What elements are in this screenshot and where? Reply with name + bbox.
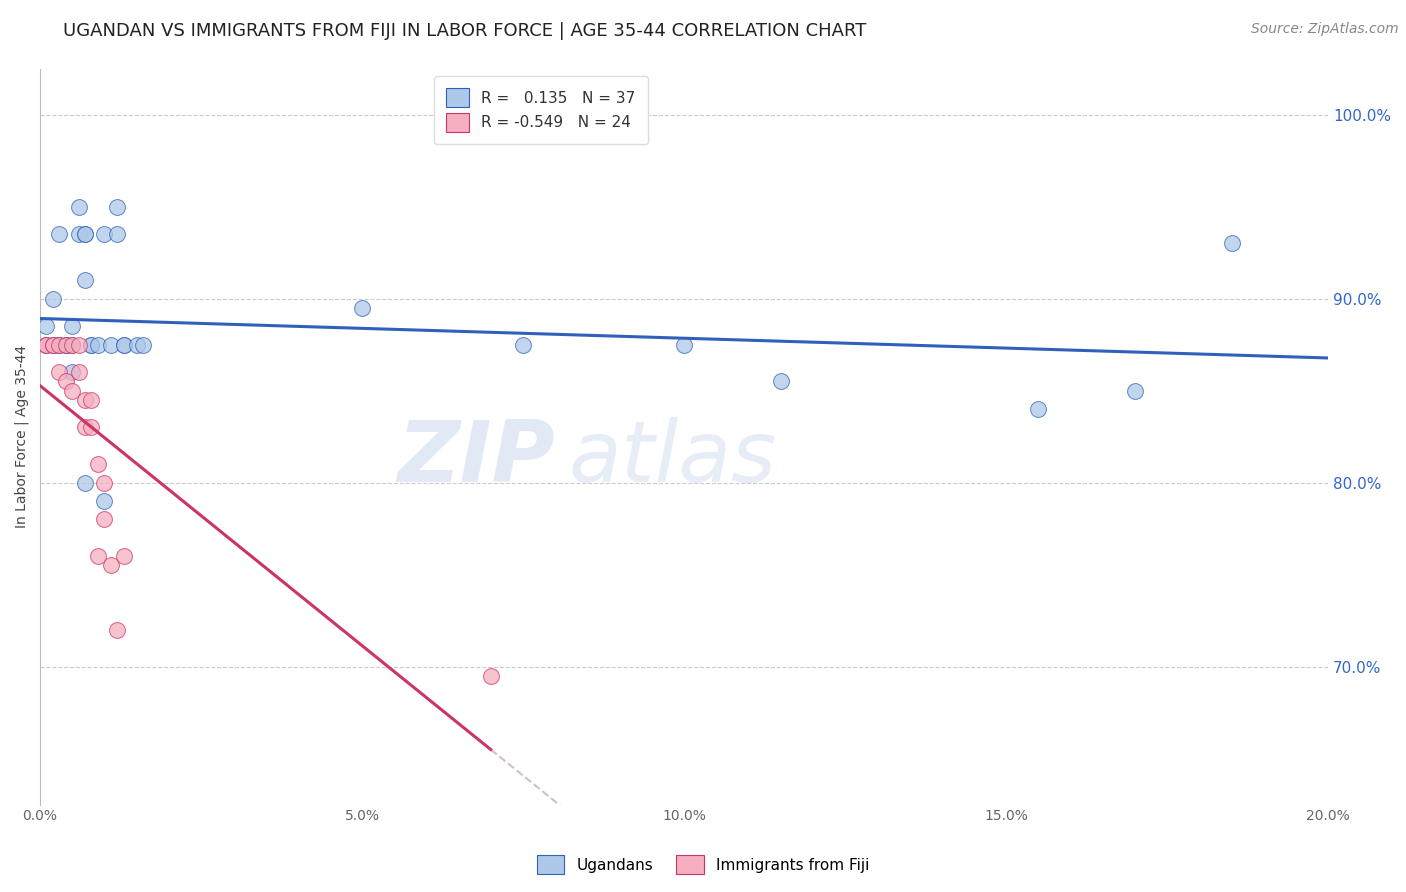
Point <box>80 420 103 434</box>
Point <box>67 200 90 214</box>
Point <box>48 365 70 379</box>
Point <box>73 273 96 287</box>
Point <box>67 227 90 241</box>
Point <box>48 337 70 351</box>
Point <box>67 337 90 351</box>
Point <box>42 337 65 351</box>
Point <box>93 512 115 526</box>
Point <box>55 337 77 351</box>
Point <box>105 623 128 637</box>
Y-axis label: In Labor Force | Age 35-44: In Labor Force | Age 35-44 <box>15 345 30 528</box>
Point <box>48 227 70 241</box>
Text: Source: ZipAtlas.com: Source: ZipAtlas.com <box>1251 22 1399 37</box>
Point <box>42 337 65 351</box>
Legend: Ugandans, Immigrants from Fiji: Ugandans, Immigrants from Fiji <box>530 849 876 880</box>
Point <box>35 337 58 351</box>
Text: ZIP: ZIP <box>398 417 555 500</box>
Point <box>1026 401 1049 416</box>
Point <box>112 337 135 351</box>
Point <box>42 292 65 306</box>
Point <box>93 475 115 490</box>
Point <box>673 337 696 351</box>
Point <box>80 337 103 351</box>
Text: atlas: atlas <box>568 417 776 500</box>
Point <box>67 365 90 379</box>
Point <box>1220 236 1243 251</box>
Point <box>93 494 115 508</box>
Point <box>60 337 83 351</box>
Point <box>112 549 135 564</box>
Point <box>1123 384 1146 398</box>
Point <box>80 337 103 351</box>
Point <box>60 337 83 351</box>
Point <box>73 420 96 434</box>
Point <box>55 375 77 389</box>
Point <box>132 337 155 351</box>
Point <box>125 337 148 351</box>
Point <box>769 375 792 389</box>
Point <box>73 227 96 241</box>
Point <box>80 392 103 407</box>
Point <box>73 392 96 407</box>
Point <box>55 337 77 351</box>
Point <box>42 337 65 351</box>
Point <box>512 337 534 351</box>
Point <box>479 669 502 683</box>
Point <box>60 319 83 334</box>
Text: UGANDAN VS IMMIGRANTS FROM FIJI IN LABOR FORCE | AGE 35-44 CORRELATION CHART: UGANDAN VS IMMIGRANTS FROM FIJI IN LABOR… <box>63 22 866 40</box>
Point <box>73 227 96 241</box>
Point <box>87 457 110 471</box>
Point <box>55 337 77 351</box>
Legend: R =   0.135   N = 37, R = -0.549   N = 24: R = 0.135 N = 37, R = -0.549 N = 24 <box>434 76 648 144</box>
Point <box>93 227 115 241</box>
Point <box>35 319 58 334</box>
Point <box>35 337 58 351</box>
Point <box>105 227 128 241</box>
Point <box>100 558 122 573</box>
Point <box>112 337 135 351</box>
Point <box>350 301 373 315</box>
Point <box>35 337 58 351</box>
Point <box>60 365 83 379</box>
Point <box>87 337 110 351</box>
Point <box>60 384 83 398</box>
Point <box>73 475 96 490</box>
Point <box>48 337 70 351</box>
Point <box>87 549 110 564</box>
Point <box>100 337 122 351</box>
Point <box>105 200 128 214</box>
Point <box>48 337 70 351</box>
